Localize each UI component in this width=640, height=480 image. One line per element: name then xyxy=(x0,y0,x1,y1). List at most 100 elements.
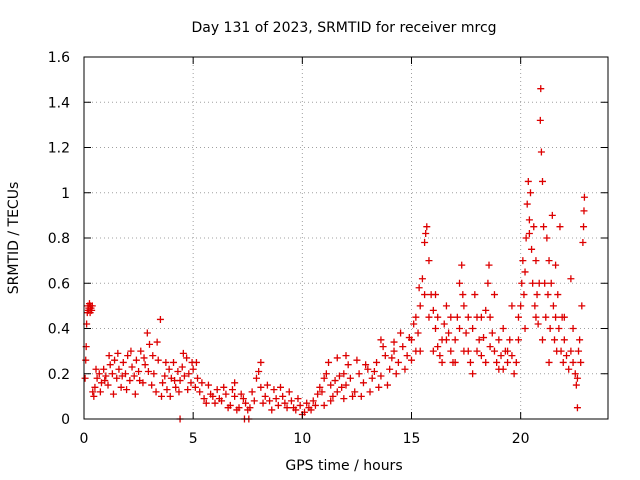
data-point xyxy=(546,325,554,332)
y-axis-label: SRMTID / TECUs xyxy=(6,182,22,295)
data-point xyxy=(442,302,450,310)
data-point xyxy=(552,261,560,269)
data-point xyxy=(579,239,587,247)
y-tick-label: 1 xyxy=(61,186,70,202)
data-point xyxy=(89,388,97,396)
data-point xyxy=(544,291,552,299)
data-point xyxy=(486,343,494,351)
data-point xyxy=(274,401,282,409)
data-point xyxy=(357,392,365,400)
data-point xyxy=(580,223,588,231)
data-point xyxy=(534,320,542,328)
data-point xyxy=(473,347,481,355)
data-point xyxy=(344,361,352,369)
data-point xyxy=(436,352,444,360)
data-point xyxy=(207,390,215,398)
data-point xyxy=(548,211,556,219)
data-point xyxy=(415,284,423,292)
data-point xyxy=(445,329,453,337)
data-point xyxy=(547,279,555,287)
data-point xyxy=(178,363,186,371)
data-point xyxy=(559,358,567,366)
data-point xyxy=(228,386,236,394)
data-point xyxy=(136,377,144,385)
data-point xyxy=(490,291,498,299)
data-point xyxy=(189,365,197,373)
data-point xyxy=(200,395,208,403)
data-point xyxy=(351,388,359,396)
data-point xyxy=(204,381,212,389)
data-point xyxy=(231,392,239,400)
data-point xyxy=(368,374,376,382)
data-point xyxy=(119,358,127,366)
data-point xyxy=(355,370,363,378)
data-point xyxy=(130,372,138,380)
data-point xyxy=(153,338,161,346)
data-point xyxy=(484,279,492,287)
data-point xyxy=(92,365,100,373)
data-point xyxy=(447,313,455,321)
data-point xyxy=(525,216,533,224)
data-point xyxy=(242,399,250,407)
data-point xyxy=(366,388,374,396)
data-point xyxy=(571,370,579,378)
data-point xyxy=(248,388,256,396)
data-point xyxy=(192,358,200,366)
data-point xyxy=(456,279,464,287)
data-point xyxy=(108,370,116,378)
data-point xyxy=(567,347,575,355)
data-point xyxy=(333,354,341,362)
data-point xyxy=(109,390,117,398)
data-point xyxy=(314,390,322,398)
data-point xyxy=(557,347,565,355)
data-point xyxy=(250,397,258,405)
data-point xyxy=(560,336,568,344)
data-point xyxy=(434,343,442,351)
data-point xyxy=(390,338,398,346)
data-point xyxy=(171,377,179,385)
data-point xyxy=(425,313,433,321)
data-point xyxy=(196,388,204,396)
data-point xyxy=(551,336,559,344)
data-point xyxy=(127,347,135,355)
data-point xyxy=(373,358,381,366)
y-tick-label: 0 xyxy=(61,412,70,428)
data-point xyxy=(520,291,528,299)
data-point xyxy=(525,229,533,237)
data-point xyxy=(307,406,315,414)
axis-ticks xyxy=(83,56,608,420)
data-point xyxy=(572,381,580,389)
data-point xyxy=(124,352,132,360)
data-point xyxy=(486,313,494,321)
data-point xyxy=(521,325,529,332)
data-point xyxy=(239,395,247,403)
data-point xyxy=(394,358,402,366)
data-point xyxy=(338,383,346,391)
data-point xyxy=(309,397,317,405)
data-point xyxy=(421,239,429,247)
data-point xyxy=(526,189,534,197)
data-point xyxy=(412,313,420,321)
x-tick-label: 20 xyxy=(512,431,530,447)
data-point xyxy=(514,313,522,321)
data-point xyxy=(123,386,131,394)
data-point xyxy=(475,336,483,344)
data-point xyxy=(545,358,553,366)
data-point xyxy=(377,372,385,380)
data-point xyxy=(549,302,557,310)
data-point xyxy=(434,313,442,321)
data-point xyxy=(399,343,407,351)
data-point xyxy=(519,257,527,265)
data-point xyxy=(552,313,560,321)
data-point xyxy=(104,381,112,389)
data-point xyxy=(81,374,89,382)
data-point xyxy=(257,358,265,366)
data-point xyxy=(237,390,245,398)
data-point xyxy=(386,365,394,373)
data-point xyxy=(453,313,461,321)
data-point xyxy=(370,367,378,375)
data-point xyxy=(554,291,562,299)
data-point xyxy=(329,392,337,400)
y-tick-labels: 0 0.2 0.4 0.6 0.8 1 1.2 1.4 1.6 xyxy=(48,50,70,428)
data-point xyxy=(362,361,370,369)
